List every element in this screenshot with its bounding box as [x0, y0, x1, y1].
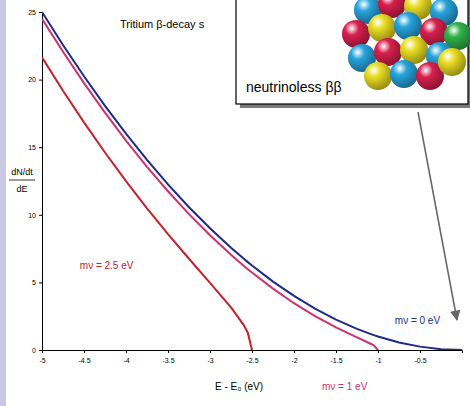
fraction-bar	[9, 180, 35, 181]
x-tick-label: -3.5	[162, 357, 174, 364]
x-tick-mark	[210, 350, 211, 353]
series-label: mν = 2.5 eV	[80, 260, 134, 271]
x-tick: -4	[123, 350, 129, 364]
nucleon	[394, 12, 422, 40]
arrow	[418, 112, 457, 320]
x-tick-label: -4	[123, 357, 129, 364]
y-tick-label: 5	[32, 279, 36, 286]
y-tick: 10	[28, 212, 42, 219]
y-tick-mark	[39, 147, 42, 148]
x-tick: -2	[291, 350, 297, 364]
x-tick: -0.5	[414, 350, 426, 364]
y-axis-title-numerator: dN/dt	[11, 167, 33, 177]
y-tick-mark	[39, 215, 42, 216]
x-tick: -2.5	[246, 350, 258, 364]
x-tick-mark	[336, 350, 337, 353]
x-tick-mark	[294, 350, 295, 353]
x-tick: -1.5	[330, 350, 342, 364]
nucleon	[368, 14, 396, 42]
y-axis-title: dN/dt dE	[9, 167, 35, 194]
chart: -5 -4.5 -4 -3.5 -3 -2.5 -2 -1.5 -1 -0.5 0 5 10 15 20 25…	[0, 0, 470, 406]
nucleon	[438, 48, 466, 76]
x-tick-mark	[168, 350, 169, 353]
x-axis-title: E - E₀ (eV)	[215, 381, 263, 392]
nucleon	[400, 36, 428, 64]
y-tick-label: 10	[28, 212, 36, 219]
x-tick: -1	[375, 350, 381, 364]
nucleon	[364, 62, 392, 90]
x-tick-mark	[378, 350, 379, 353]
y-tick-label: 25	[28, 9, 36, 16]
spectrum-line	[42, 57, 252, 350]
page-background	[0, 0, 470, 406]
x-axis: -5 -4.5 -4 -3.5 -3 -2.5 -2 -1.5 -1 -0.5	[39, 350, 462, 364]
y-axis-line	[39, 13, 43, 351]
x-tick-label: -4.5	[78, 357, 90, 364]
x-tick-label: -2.5	[246, 357, 258, 364]
x-tick-mark	[420, 350, 421, 353]
x-tick: -3	[207, 350, 213, 364]
x-tick-mark	[126, 350, 127, 353]
y-tick: 25	[28, 9, 42, 16]
x-tick: -5	[39, 350, 45, 364]
y-tick: 20	[28, 76, 42, 83]
nucleon	[342, 20, 370, 48]
x-tick-label: -1.5	[330, 357, 342, 364]
title: Tritium β-decay s	[120, 18, 205, 30]
y-tick-label: 15	[28, 144, 36, 151]
x-tick-label: -5	[39, 357, 45, 364]
y-axis: 0 5 10 15 20 25	[28, 9, 42, 354]
y-tick: 5	[32, 279, 42, 286]
x-tick-mark	[84, 350, 85, 353]
x-tick: -3.5	[162, 350, 174, 364]
x-axis-line	[43, 351, 463, 354]
x-tick-label: -3	[207, 357, 213, 364]
x-tick: -4.5	[78, 350, 90, 364]
y-tick-mark	[39, 350, 42, 351]
series-label: mν = 0 eV	[395, 315, 441, 326]
nucleon	[390, 60, 418, 88]
y-tick-mark	[39, 80, 42, 81]
x-tick-label: -0.5	[414, 357, 426, 364]
y-tick-mark	[39, 12, 42, 13]
inset-box	[236, 0, 468, 104]
y-tick: 15	[28, 144, 42, 151]
y-tick-label: 0	[32, 347, 36, 354]
x-tick-mark	[252, 350, 253, 353]
x-tick-label: -2	[291, 357, 297, 364]
y-tick-mark	[39, 282, 42, 283]
y-tick-label: 20	[28, 76, 36, 83]
nucleus	[342, 0, 470, 90]
inset-label: neutrinoless ββ	[246, 79, 341, 95]
x-tick-label: -1	[375, 357, 381, 364]
y-tick: 0	[32, 347, 42, 354]
series-label: mν = 1 eV	[322, 381, 368, 392]
y-axis-title-denominator: dE	[16, 184, 27, 194]
inset: neutrinoless ββ	[236, 0, 470, 108]
